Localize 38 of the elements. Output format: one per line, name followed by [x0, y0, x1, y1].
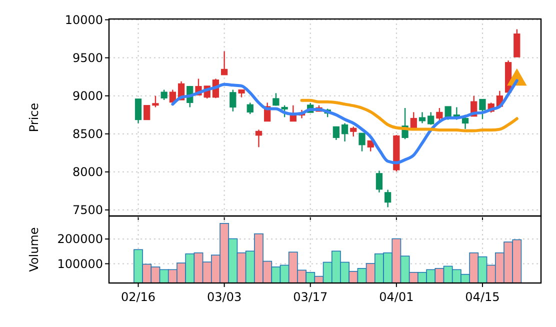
x-tick-label: 03/03: [207, 290, 242, 304]
x-tick-label: 03/17: [293, 290, 328, 304]
y-tick-label: 9500: [72, 50, 103, 65]
y-tick-label: 8500: [72, 127, 103, 142]
y-tick-label: 9000: [72, 89, 103, 104]
candlestick: [350, 126, 357, 138]
candlestick: [436, 107, 443, 122]
y-tick-label: 7500: [72, 203, 103, 218]
candlestick: [134, 98, 142, 124]
candlestick: [384, 189, 392, 208]
candlestick: [281, 104, 288, 118]
candlestick: [332, 126, 340, 141]
y-tick-label: 8000: [72, 165, 103, 180]
y-tick-label: 100000: [57, 256, 103, 271]
candlestick: [376, 170, 383, 194]
y-tick-label: 10000: [64, 12, 103, 27]
candlestick: [169, 89, 176, 104]
candlestick: [428, 112, 434, 126]
candlestick: [479, 98, 486, 120]
y-axis-title: Price: [27, 102, 41, 132]
candlestick: [358, 132, 366, 152]
candlestick: [410, 112, 417, 129]
candlestick: [514, 28, 520, 58]
candlestick: [418, 112, 426, 124]
candlestick: [230, 89, 236, 112]
y-tick-label: 200000: [57, 232, 103, 246]
candlestick: [160, 89, 168, 101]
candlestick: [152, 95, 159, 108]
candlestick: [272, 92, 280, 106]
candlestick: [144, 105, 150, 120]
candlestick: [221, 50, 228, 76]
candlestick: [246, 102, 254, 115]
x-tick-label: 04/15: [465, 290, 500, 304]
x-tick-label: 04/01: [379, 290, 414, 304]
candlestick: [341, 122, 348, 142]
y-axis-title: Volume: [27, 227, 41, 272]
candlestick: [255, 129, 262, 148]
x-tick-label: 02/16: [120, 290, 156, 304]
